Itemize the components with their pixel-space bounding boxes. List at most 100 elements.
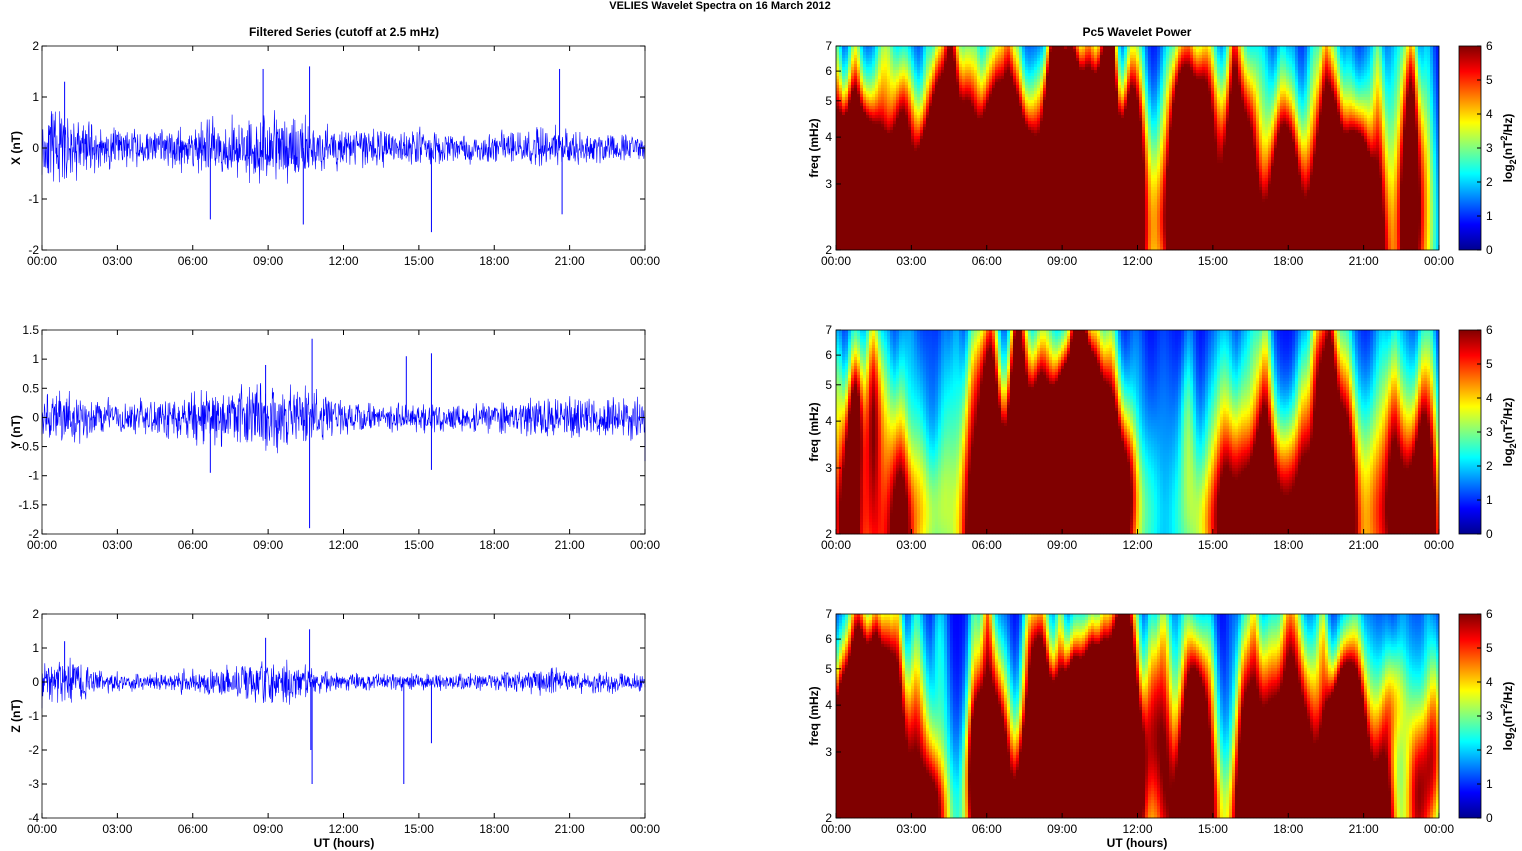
heatmap-cell [1391,61,1395,65]
heatmap-cell [1229,103,1233,107]
heatmap-cell [941,55,945,59]
heatmap-cell [1310,82,1314,86]
heatmap-cell [899,106,903,110]
heatmap-cell [1301,103,1305,107]
heatmap-cell [1283,106,1287,110]
heatmap-cell [1016,58,1020,62]
heatmap-cell [983,76,987,80]
heatmap-cell [1175,82,1179,86]
heatmap-cell [848,58,852,62]
heatmap-cell [908,85,912,89]
heatmap-cell [902,100,906,104]
heatmap-cell [1058,106,1062,110]
heatmap-cell [1328,64,1332,68]
heatmap-cell [1343,70,1347,74]
heatmap-cell [1358,115,1362,119]
heatmap-cell [1010,67,1014,71]
heatmap-cell [1022,100,1026,104]
heatmap-cell [1205,73,1209,77]
heatmap-cell [1367,67,1371,71]
heatmap-cell [1409,61,1413,65]
heatmap-cell [884,103,888,107]
heatmap-cell [893,70,897,74]
heatmap-cell [1415,58,1419,62]
heatmap-cell [1412,85,1416,89]
heatmap-cell [917,115,921,119]
heatmap-cell [1229,106,1233,110]
heatmap-cell [1316,49,1320,53]
heatmap-cell [1157,70,1161,74]
heatmap-cell [1373,70,1377,74]
heatmap-cell [908,76,912,80]
heatmap-cell [1202,103,1206,107]
heatmap-cell [1433,49,1437,53]
heatmap-cell [1322,100,1326,104]
heatmap-cell [1250,76,1254,80]
heatmap-cell [1355,49,1359,53]
heatmap-cell [1121,64,1125,68]
heatmap-cell [1076,94,1080,98]
heatmap-cell [1094,52,1098,56]
heatmap-cell [1121,82,1125,86]
heatmap-cell [851,106,855,110]
heatmap-cell [1184,79,1188,83]
heatmap-cell [1304,46,1308,50]
heatmap-cell [974,109,978,113]
heatmap-cell [1139,64,1143,68]
heatmap-cell [1229,94,1233,98]
heatmap-cell [1193,112,1197,116]
heatmap-cell [1337,64,1341,68]
heatmap-cell [1436,94,1440,98]
heatmap-cell [1187,109,1191,113]
heatmap-cell [1280,85,1284,89]
heatmap-cell [1178,103,1182,107]
heatmap-cell [1346,64,1350,68]
heatmap-cell [878,112,882,116]
heatmap-cell [1052,103,1056,107]
heatmap-cell [998,64,1002,68]
heatmap-cell [1091,67,1095,71]
heatmap-cell [1199,100,1203,104]
heatmap-cell [1190,82,1194,86]
heatmap-cell [1424,100,1428,104]
heatmap-cell [860,61,864,65]
heatmap-cell [1391,79,1395,83]
heatmap-cell [896,73,900,77]
heatmap-cell [1022,91,1026,95]
heatmap-cell [1181,58,1185,62]
heatmap-cell [932,61,936,65]
heatmap-cell [1235,88,1239,92]
heatmap-cell [1415,94,1419,98]
heatmap-cell [1409,67,1413,71]
heatmap-cell [989,112,993,116]
heatmap-cell [1196,73,1200,77]
heatmap-cell [1127,85,1131,89]
heatmap-cell [1352,97,1356,101]
heatmap-cell [1190,61,1194,65]
heatmap-cell [923,115,927,119]
heatmap-cell [1118,49,1122,53]
heatmap-cell [1247,100,1251,104]
heatmap-cell [1310,103,1314,107]
heatmap-cell [1064,64,1068,68]
heatmap-cell [923,94,927,98]
heatmap-cell [1274,82,1278,86]
heatmap-cell [890,106,894,110]
heatmap-cell [1085,52,1089,56]
y-tick-label: -4 [28,811,39,825]
heatmap-cell [1007,109,1011,113]
heatmap-cell [1415,112,1419,116]
heatmap-cell [1106,91,1110,95]
heatmap-cell [935,58,939,62]
heatmap-cell [1079,100,1083,104]
heatmap-cell [1388,76,1392,80]
heatmap-cell [1070,94,1074,98]
heatmap-cell [1415,49,1419,53]
heatmap-cell [1073,79,1077,83]
heatmap-cell [986,67,990,71]
heatmap-cell [1028,91,1032,95]
heatmap-cell [1421,76,1425,80]
heatmap-cell [1286,94,1290,98]
heatmap-cell [1349,52,1353,56]
heatmap-cell [1241,97,1245,101]
